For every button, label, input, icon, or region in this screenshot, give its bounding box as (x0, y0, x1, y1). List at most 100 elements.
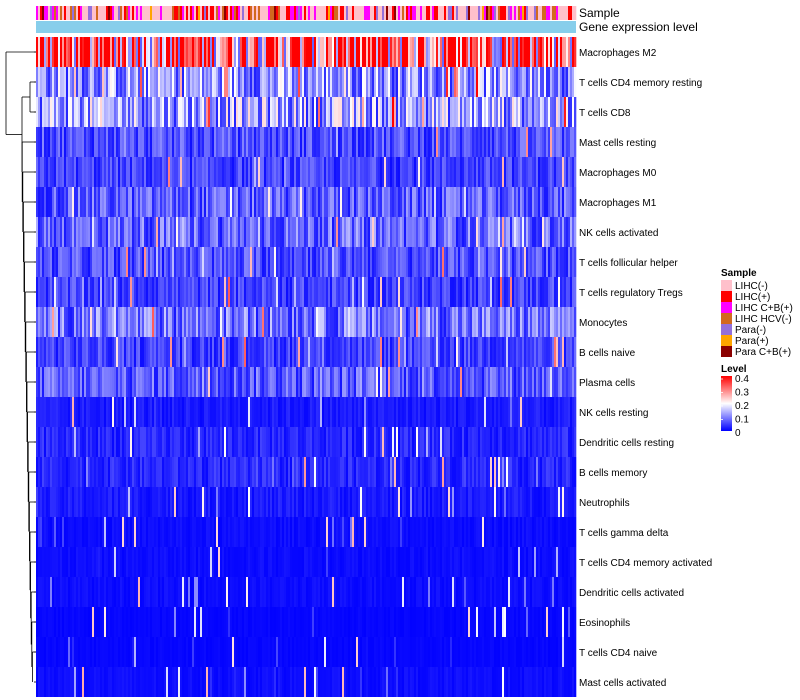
heatmap-cell (434, 307, 437, 337)
heatmap-cell (72, 217, 75, 247)
heatmap-cell (292, 307, 295, 337)
heatmap-cell (252, 187, 255, 217)
heatmap-cell (498, 457, 501, 487)
heatmap-cell (382, 457, 385, 487)
heatmap-cell (332, 157, 335, 187)
heatmap-cell (214, 517, 217, 547)
heatmap-cell (348, 337, 351, 367)
heatmap-cell (334, 67, 337, 97)
heatmap-cell (358, 217, 361, 247)
heatmap-cell (562, 277, 565, 307)
heatmap-cell (394, 127, 397, 157)
heatmap-cell (400, 427, 403, 457)
sample-cell (358, 6, 361, 20)
heatmap-cell (98, 277, 101, 307)
heatmap-cell (516, 397, 519, 427)
heatmap-cell (444, 457, 447, 487)
heatmap-cell (124, 127, 127, 157)
heatmap-cell (124, 277, 127, 307)
heatmap-cell (72, 247, 75, 277)
heatmap-cell (324, 157, 327, 187)
heatmap-cell (472, 427, 475, 457)
heatmap-cell (242, 367, 245, 397)
heatmap-cell (404, 337, 407, 367)
heatmap-cell (494, 97, 497, 127)
heatmap-cell (460, 517, 463, 547)
heatmap-cell (146, 427, 149, 457)
heatmap-cell (456, 157, 459, 187)
heatmap-cell (504, 67, 507, 97)
heatmap-cell (410, 427, 413, 457)
heatmap-cell (338, 457, 341, 487)
heatmap-cell (100, 517, 103, 547)
heatmap-cell (488, 517, 491, 547)
heatmap-cell (406, 157, 409, 187)
heatmap-cell (108, 97, 111, 127)
heatmap-cell (380, 277, 383, 307)
heatmap-cell (234, 127, 237, 157)
heatmap-cell (274, 127, 277, 157)
heatmap-cell (162, 247, 165, 277)
heatmap-cell (472, 277, 475, 307)
sample-cell (98, 6, 101, 20)
heatmap-cell (240, 457, 243, 487)
heatmap-cell (236, 397, 239, 427)
heatmap-cell (230, 517, 233, 547)
sample-cell (210, 6, 213, 20)
heatmap-cell (228, 457, 231, 487)
heatmap-cell (454, 127, 457, 157)
heatmap-cell (176, 187, 179, 217)
heatmap-cell (316, 277, 319, 307)
heatmap-cell (178, 157, 181, 187)
heatmap-cell (270, 37, 273, 67)
heatmap-cell (282, 397, 285, 427)
heatmap-cell (166, 307, 169, 337)
heatmap-cell (146, 187, 149, 217)
heatmap-cell (44, 97, 47, 127)
heatmap-cell (130, 367, 133, 397)
heatmap-cell (332, 127, 335, 157)
sample-cell (168, 6, 171, 20)
heatmap-cell (90, 307, 93, 337)
heatmap-cell (292, 67, 295, 97)
heatmap-cell (400, 517, 403, 547)
heatmap-cell (186, 187, 189, 217)
heatmap-cell (286, 37, 289, 67)
heatmap-cell (444, 37, 447, 67)
heatmap-cell (284, 97, 287, 127)
heatmap-cell (354, 37, 357, 67)
heatmap-cell (532, 217, 535, 247)
heatmap-cell (426, 397, 429, 427)
sample-cell (160, 6, 163, 20)
heatmap-cell (454, 97, 457, 127)
heatmap-cell (354, 157, 357, 187)
heatmap-cell (356, 457, 359, 487)
heatmap-cell (306, 277, 309, 307)
heatmap-cell (358, 37, 361, 67)
heatmap-cell (198, 157, 201, 187)
heatmap-cell (530, 487, 533, 517)
heatmap-cell (570, 367, 573, 397)
heatmap-cell (56, 277, 59, 307)
heatmap-cell (364, 367, 367, 397)
heatmap-cell (506, 217, 509, 247)
heatmap-cell (222, 427, 225, 457)
heatmap-cell (248, 127, 251, 157)
heatmap-cell (242, 337, 245, 367)
heatmap-cell (376, 127, 379, 157)
sample-cell (36, 6, 39, 20)
heatmap-cell (66, 427, 69, 457)
heatmap-cell (220, 307, 223, 337)
heatmap-cell (216, 397, 219, 427)
heatmap-cell (572, 517, 575, 547)
heatmap-cell (54, 187, 57, 217)
heatmap-cell (116, 247, 119, 277)
heatmap-cell (566, 307, 569, 337)
heatmap-cell (524, 157, 527, 187)
heatmap-cell (514, 487, 517, 517)
sample-cell (416, 6, 419, 20)
heatmap-cell (540, 37, 543, 67)
heatmap-cell (290, 217, 293, 247)
sample-cell (306, 6, 309, 20)
heatmap-cell (414, 307, 417, 337)
